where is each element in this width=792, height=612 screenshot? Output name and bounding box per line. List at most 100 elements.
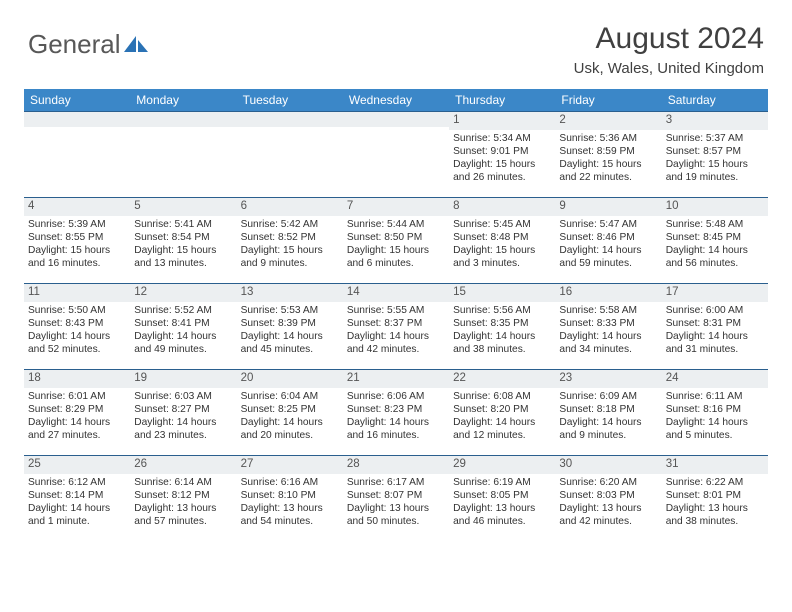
sunset-label: Sunset:: [241, 232, 278, 243]
sunset-label: Sunset:: [241, 318, 278, 329]
day-number: 23: [555, 370, 661, 388]
sunrise-label: Sunrise:: [453, 305, 493, 316]
calendar-cell: 1Sunrise: 5:34 AMSunset: 9:01 PMDaylight…: [449, 112, 555, 198]
sunset-value: 8:57 PM: [703, 146, 741, 157]
logo-sail-icon: [124, 30, 150, 61]
daylight-label: Daylight:: [134, 417, 176, 428]
sunrise-label: Sunrise:: [241, 219, 281, 230]
sunset-value: 8:20 PM: [491, 404, 529, 415]
day-header: Monday: [130, 89, 236, 112]
daylight-label: Daylight:: [453, 503, 495, 514]
sunset-label: Sunset:: [559, 490, 596, 501]
day-number-empty: [24, 112, 130, 127]
day-number: 3: [662, 112, 768, 130]
sunset-value: 8:46 PM: [597, 232, 635, 243]
calendar-cell: 5Sunrise: 5:41 AMSunset: 8:54 PMDaylight…: [130, 198, 236, 284]
calendar-cell: 27Sunrise: 6:16 AMSunset: 8:10 PMDayligh…: [237, 456, 343, 542]
daylight-label: Daylight:: [241, 331, 283, 342]
sunrise-value: 5:44 AM: [387, 219, 424, 230]
logo-text-gray: General: [28, 29, 121, 60]
cell-body: Sunrise: 5:50 AMSunset: 8:43 PMDaylight:…: [24, 302, 130, 358]
sunrise-label: Sunrise:: [28, 391, 68, 402]
calendar-cell: 20Sunrise: 6:04 AMSunset: 8:25 PMDayligh…: [237, 370, 343, 456]
sunset-value: 8:03 PM: [597, 490, 635, 501]
calendar-cell: 23Sunrise: 6:09 AMSunset: 8:18 PMDayligh…: [555, 370, 661, 456]
cell-body-empty: [237, 127, 343, 131]
daylight-label: Daylight:: [28, 331, 70, 342]
sunset-value: 8:05 PM: [491, 490, 529, 501]
cell-body: Sunrise: 5:47 AMSunset: 8:46 PMDaylight:…: [555, 216, 661, 272]
sunset-value: 8:45 PM: [703, 232, 741, 243]
sunset-label: Sunset:: [134, 404, 171, 415]
calendar-table: SundayMondayTuesdayWednesdayThursdayFrid…: [24, 89, 768, 542]
cell-body: Sunrise: 6:12 AMSunset: 8:14 PMDaylight:…: [24, 474, 130, 530]
sunset-value: 8:33 PM: [597, 318, 635, 329]
sunset-label: Sunset:: [347, 232, 384, 243]
cell-body: Sunrise: 5:36 AMSunset: 8:59 PMDaylight:…: [555, 130, 661, 186]
daylight-label: Daylight:: [453, 245, 495, 256]
calendar-week: 11Sunrise: 5:50 AMSunset: 8:43 PMDayligh…: [24, 284, 768, 370]
calendar-cell: 14Sunrise: 5:55 AMSunset: 8:37 PMDayligh…: [343, 284, 449, 370]
sunrise-value: 6:03 AM: [174, 391, 211, 402]
day-number-empty: [130, 112, 236, 127]
sunrise-value: 6:00 AM: [706, 305, 743, 316]
sunset-label: Sunset:: [134, 232, 171, 243]
day-number: 16: [555, 284, 661, 302]
day-number: 29: [449, 456, 555, 474]
sunset-label: Sunset:: [453, 318, 490, 329]
calendar-cell: [343, 112, 449, 198]
day-header: Friday: [555, 89, 661, 112]
sunrise-label: Sunrise:: [559, 133, 599, 144]
sunrise-label: Sunrise:: [241, 477, 281, 488]
sunset-label: Sunset:: [666, 146, 703, 157]
daylight-label: Daylight:: [559, 417, 601, 428]
sunset-value: 8:59 PM: [597, 146, 635, 157]
day-number: 28: [343, 456, 449, 474]
sunset-label: Sunset:: [28, 232, 65, 243]
cell-body: Sunrise: 6:03 AMSunset: 8:27 PMDaylight:…: [130, 388, 236, 444]
cell-body: Sunrise: 6:17 AMSunset: 8:07 PMDaylight:…: [343, 474, 449, 530]
sunrise-label: Sunrise:: [559, 305, 599, 316]
daylight-label: Daylight:: [559, 331, 601, 342]
day-number: 31: [662, 456, 768, 474]
sunset-label: Sunset:: [666, 490, 703, 501]
calendar-cell: 31Sunrise: 6:22 AMSunset: 8:01 PMDayligh…: [662, 456, 768, 542]
cell-body: Sunrise: 6:09 AMSunset: 8:18 PMDaylight:…: [555, 388, 661, 444]
sunrise-value: 6:22 AM: [706, 477, 743, 488]
daylight-label: Daylight:: [347, 245, 389, 256]
daylight-label: Daylight:: [241, 245, 283, 256]
sunrise-label: Sunrise:: [134, 219, 174, 230]
day-number: 30: [555, 456, 661, 474]
sunset-value: 8:23 PM: [384, 404, 422, 415]
cell-body: Sunrise: 5:56 AMSunset: 8:35 PMDaylight:…: [449, 302, 555, 358]
sunrise-label: Sunrise:: [666, 219, 706, 230]
sunrise-value: 5:37 AM: [706, 133, 743, 144]
sunset-label: Sunset:: [453, 490, 490, 501]
cell-body: Sunrise: 6:08 AMSunset: 8:20 PMDaylight:…: [449, 388, 555, 444]
calendar-cell: 2Sunrise: 5:36 AMSunset: 8:59 PMDaylight…: [555, 112, 661, 198]
sunrise-value: 6:08 AM: [493, 391, 530, 402]
sunrise-label: Sunrise:: [241, 391, 281, 402]
sunrise-label: Sunrise:: [559, 477, 599, 488]
day-header: Sunday: [24, 89, 130, 112]
sunset-value: 8:12 PM: [172, 490, 210, 501]
sunrise-label: Sunrise:: [28, 219, 68, 230]
daylight-label: Daylight:: [559, 245, 601, 256]
sunset-value: 8:29 PM: [65, 404, 103, 415]
sunrise-label: Sunrise:: [559, 219, 599, 230]
sunset-label: Sunset:: [241, 404, 278, 415]
sunset-value: 8:48 PM: [491, 232, 529, 243]
sunrise-label: Sunrise:: [134, 391, 174, 402]
daylight-label: Daylight:: [134, 331, 176, 342]
cell-body: Sunrise: 6:14 AMSunset: 8:12 PMDaylight:…: [130, 474, 236, 530]
sunset-value: 8:07 PM: [384, 490, 422, 501]
calendar-cell: 18Sunrise: 6:01 AMSunset: 8:29 PMDayligh…: [24, 370, 130, 456]
cell-body-empty: [130, 127, 236, 131]
daylight-label: Daylight:: [28, 245, 70, 256]
sunset-label: Sunset:: [666, 318, 703, 329]
sunrise-value: 6:01 AM: [68, 391, 105, 402]
daylight-label: Daylight:: [241, 503, 283, 514]
calendar-cell: [24, 112, 130, 198]
title-block: August 2024 Usk, Wales, United Kingdom: [574, 22, 764, 77]
cell-body: Sunrise: 5:39 AMSunset: 8:55 PMDaylight:…: [24, 216, 130, 272]
